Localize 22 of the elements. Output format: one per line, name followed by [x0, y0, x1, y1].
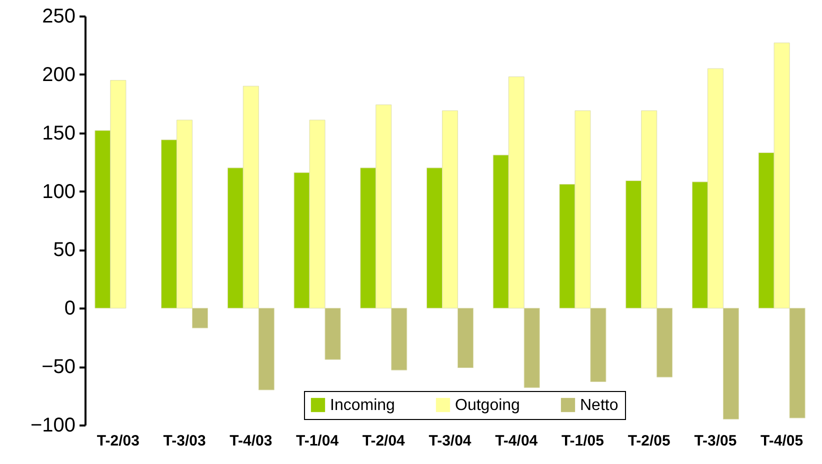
x-tick-label: T-1/04: [296, 432, 340, 450]
y-tick-label: 100: [42, 180, 76, 203]
x-tick-label: T-3/05: [694, 432, 737, 450]
x-tick-label: T-3/04: [428, 432, 472, 450]
legend-label: Outgoing: [455, 397, 520, 414]
y-tick-label: 150: [42, 122, 76, 144]
x-tick-label: T-1/05: [561, 432, 604, 450]
y-tick-label: 50: [53, 239, 76, 262]
y-tick-label: −100: [30, 414, 76, 436]
x-tick-label: T-2/05: [628, 432, 670, 450]
x-tick-label: T-3/03: [163, 432, 206, 450]
x-tick-label: T-4/05: [760, 432, 804, 450]
x-tick-label: T-2/04: [362, 432, 406, 450]
y-tick-label: 250: [42, 6, 76, 28]
x-tick-label: T-4/03: [230, 432, 272, 450]
y-tick-label: −50: [42, 356, 76, 378]
legend-label: Netto: [580, 397, 618, 414]
x-tick-label: T-2/03: [96, 432, 140, 450]
y-tick-label: 200: [42, 64, 76, 86]
x-tick-label: T-4/04: [495, 432, 538, 450]
legend-label: Incoming: [330, 397, 395, 414]
y-tick-label: 0: [64, 298, 76, 320]
